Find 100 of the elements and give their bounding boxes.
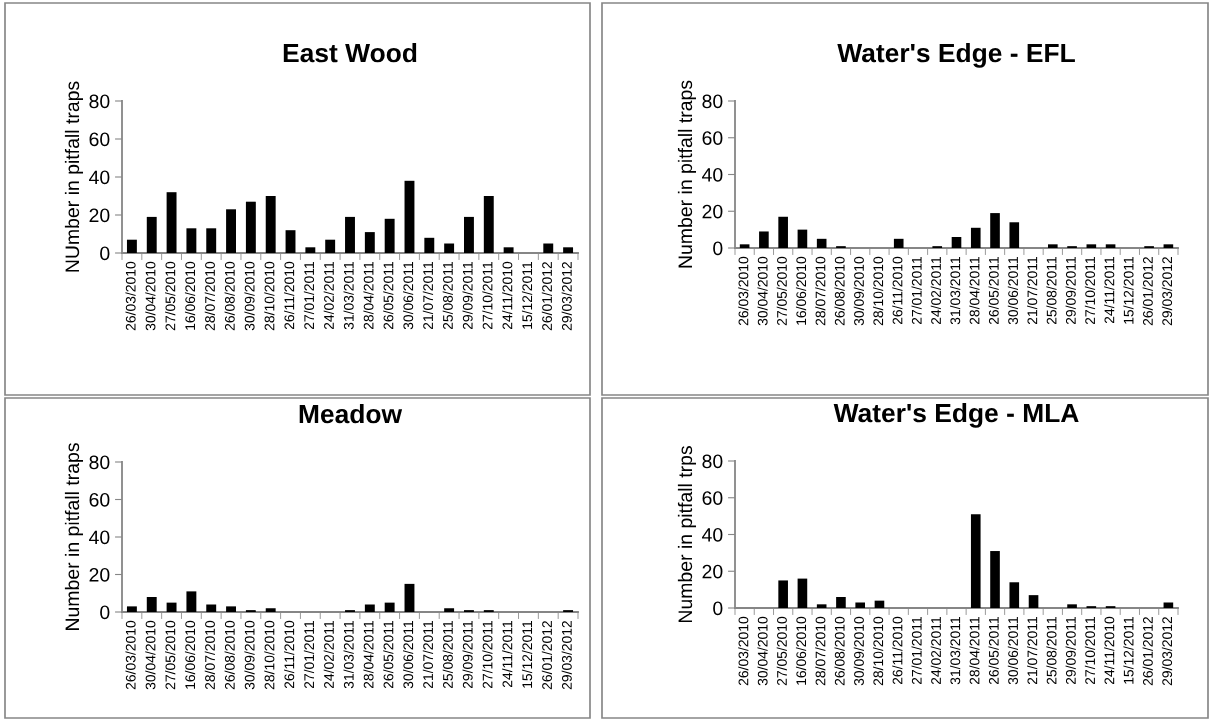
x-tick-label: 27/05/2010 bbox=[165, 620, 176, 690]
x-tick-label: 30/04/2010 bbox=[145, 261, 156, 331]
bar bbox=[893, 238, 904, 248]
y-tick-label: 40 bbox=[702, 167, 723, 182]
x-tick-label: 29/03/2012 bbox=[561, 262, 572, 331]
x-tick-label: 27/10/2011 bbox=[1084, 257, 1096, 325]
x-tick-label: 28/07/2010 bbox=[204, 261, 215, 331]
x-tick-label: 28/07/2010 bbox=[815, 616, 826, 686]
y-axis-title: Number in pitfall trps bbox=[677, 446, 697, 623]
x-tick-label: 29/03/2012 bbox=[1161, 257, 1173, 326]
x-tick-label: 28/04/2011 bbox=[969, 257, 980, 325]
x-tick-label: 27/01/2011 bbox=[303, 621, 315, 689]
x-tick-label: 26/03/2010 bbox=[125, 261, 136, 331]
x-tick-label: 21/07/2011 bbox=[422, 621, 434, 689]
x-tick-label: 26/03/2010 bbox=[125, 620, 136, 690]
bar bbox=[739, 244, 750, 248]
x-tick-label: 27/10/2011 bbox=[482, 621, 493, 689]
chart-title: East Wood bbox=[283, 42, 417, 63]
x-tick-label: 30/04/2010 bbox=[757, 616, 768, 686]
bar bbox=[384, 218, 395, 253]
x-tick-label: 26/05/2011 bbox=[988, 257, 999, 325]
bar bbox=[778, 580, 788, 608]
x-tick-label: 26/11/2010 bbox=[892, 616, 903, 685]
y-tick-label: 80 bbox=[702, 454, 723, 469]
x-tick-label: 27/10/2011 bbox=[1084, 617, 1096, 685]
x-tick-label: 28/04/2011 bbox=[969, 617, 980, 685]
bar bbox=[970, 227, 981, 248]
x-tick-label: 31/03/2011 bbox=[343, 262, 354, 330]
bar bbox=[325, 239, 336, 253]
x-tick-label: 26/01/2012 bbox=[1142, 257, 1153, 326]
x-tick-label: 27/05/2010 bbox=[165, 261, 176, 331]
x-tick-label: 26/03/2010 bbox=[738, 256, 749, 326]
y-tick-label: 40 bbox=[89, 170, 110, 185]
x-tick-label: 16/06/2010 bbox=[184, 261, 196, 330]
x-tick-label: 26/01/2012 bbox=[541, 262, 552, 331]
bar bbox=[166, 192, 177, 253]
x-tick-label: 28/07/2010 bbox=[815, 256, 826, 326]
x-tick-label: 30/06/2011 bbox=[1007, 617, 1019, 685]
bar bbox=[543, 243, 554, 253]
y-tick-label: 0 bbox=[100, 246, 110, 261]
x-tick-label: 25/08/2011 bbox=[442, 262, 453, 330]
x-tick-label: 28/10/2010 bbox=[872, 616, 884, 686]
y-tick-label: 40 bbox=[89, 530, 110, 545]
bar bbox=[990, 213, 1000, 248]
x-tick-label: 25/08/2011 bbox=[442, 621, 453, 689]
bar bbox=[1086, 244, 1097, 248]
x-tick-label: 30/09/2010 bbox=[853, 616, 864, 686]
y-axis-title: Number in pitfall traps bbox=[677, 80, 697, 268]
x-tick-label: 15/12/2011 bbox=[521, 621, 533, 688]
x-tick-label: 28/10/2010 bbox=[264, 261, 275, 331]
x-tick-label: 27/01/2011 bbox=[303, 262, 315, 330]
x-tick-label: 30/04/2010 bbox=[145, 620, 156, 690]
bar bbox=[206, 604, 217, 612]
x-tick-label: 24/02/2011 bbox=[323, 621, 334, 689]
x-tick-label: 24/02/2011 bbox=[930, 257, 941, 325]
bar bbox=[797, 578, 808, 608]
x-tick-label: 30/06/2011 bbox=[1007, 257, 1019, 325]
bar bbox=[1009, 582, 1020, 608]
x-tick-label: 15/12/2011 bbox=[1123, 257, 1134, 324]
x-tick-label: 16/06/2010 bbox=[184, 620, 196, 689]
x-tick-label: 28/04/2011 bbox=[363, 621, 374, 689]
bar bbox=[990, 551, 1000, 608]
x-tick-label: 15/12/2011 bbox=[1123, 617, 1134, 684]
bar bbox=[265, 608, 276, 612]
x-tick-label: 26/11/2010 bbox=[284, 261, 295, 330]
x-tick-label: 26/05/2011 bbox=[383, 621, 394, 689]
x-tick-label: 26/01/2012 bbox=[541, 621, 552, 690]
bar bbox=[186, 591, 197, 612]
x-tick-label: 27/01/2011 bbox=[911, 257, 922, 325]
bar bbox=[1028, 595, 1039, 608]
x-tick-label: 29/09/2011 bbox=[1065, 617, 1076, 685]
y-tick-label: 60 bbox=[702, 491, 723, 505]
bar bbox=[797, 229, 808, 248]
bar bbox=[384, 602, 395, 612]
x-tick-label: 29/09/2011 bbox=[1065, 257, 1076, 325]
bar bbox=[464, 216, 474, 253]
y-tick-label: 40 bbox=[702, 527, 723, 542]
bar bbox=[816, 238, 827, 248]
x-tick-label: 21/07/2011 bbox=[1027, 257, 1038, 325]
bar bbox=[146, 216, 157, 253]
y-tick-label: 0 bbox=[100, 605, 110, 620]
bar bbox=[126, 239, 137, 253]
y-axis-title: NUmber in pitfall traps bbox=[64, 81, 84, 272]
bar bbox=[186, 228, 197, 253]
x-tick-label: 28/04/2011 bbox=[363, 262, 374, 330]
y-tick-label: 20 bbox=[89, 208, 110, 223]
chart-title: Meadow bbox=[299, 403, 403, 424]
x-tick-label: 30/06/2011 bbox=[403, 262, 414, 330]
x-tick-label: 24/02/2011 bbox=[930, 617, 941, 685]
bar bbox=[855, 602, 866, 608]
bar bbox=[424, 237, 435, 253]
x-tick-label: 26/11/2010 bbox=[892, 256, 903, 325]
x-tick-label: 27/05/2010 bbox=[776, 256, 787, 326]
bar bbox=[226, 209, 236, 253]
x-tick-label: 30/04/2010 bbox=[757, 256, 768, 326]
bar bbox=[778, 216, 788, 248]
bar bbox=[126, 606, 137, 612]
x-tick-label: 29/09/2011 bbox=[462, 262, 473, 330]
x-tick-label: 28/10/2010 bbox=[264, 620, 275, 690]
x-tick-label: 30/06/2011 bbox=[403, 621, 414, 689]
